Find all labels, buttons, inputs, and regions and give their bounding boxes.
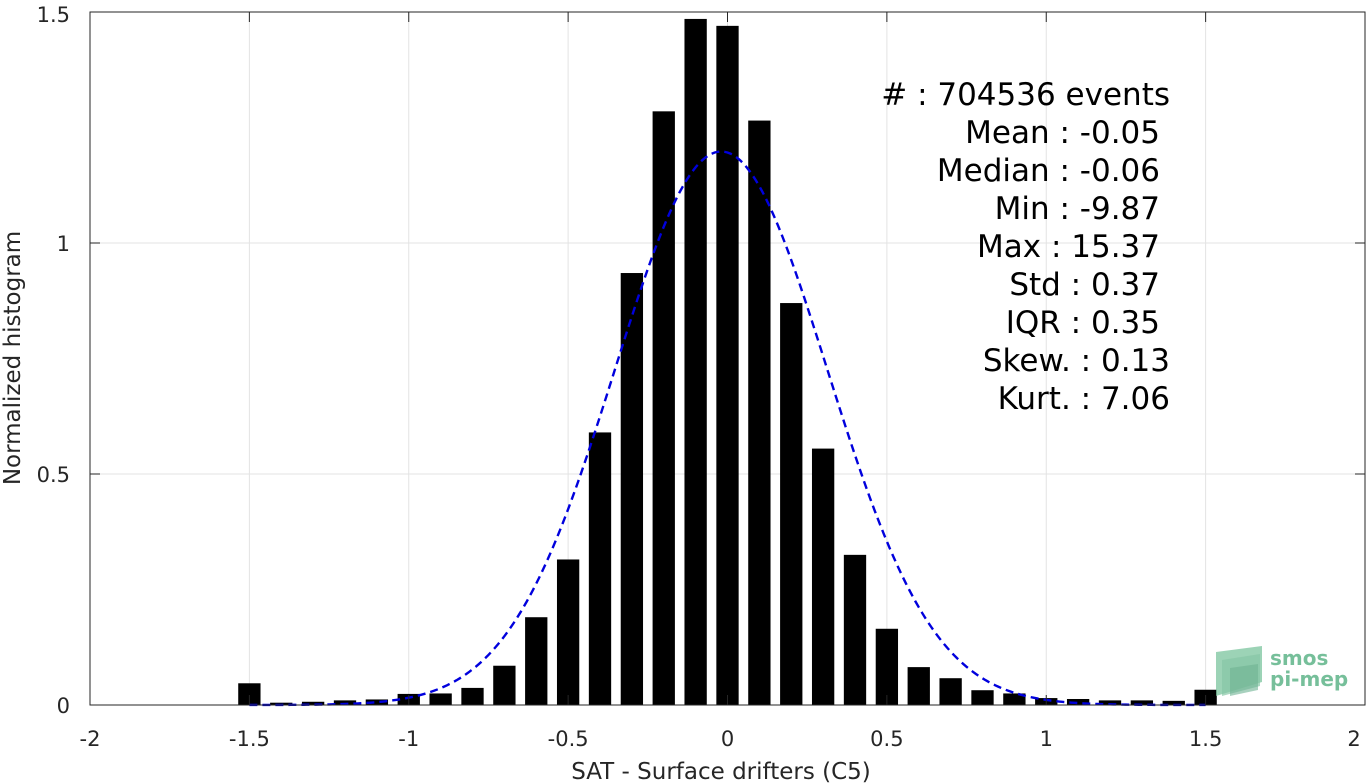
x-tick-label: 0 <box>721 727 734 751</box>
histogram-bar <box>493 665 516 705</box>
histogram-bar <box>652 111 675 705</box>
x-tick-label: 1.5 <box>1189 727 1222 751</box>
logo-mark-icon <box>1216 646 1262 696</box>
histogram-bar <box>939 678 962 705</box>
stats-line: Skew. : 0.13 <box>983 343 1170 379</box>
x-axis-label: SAT - Surface drifters (C5) <box>571 759 871 784</box>
histogram-bar <box>238 683 261 705</box>
x-tick-label: -2 <box>80 727 101 751</box>
x-tick-label: -1.5 <box>229 727 270 751</box>
histogram-bar <box>525 617 548 705</box>
stats-line: # : 704536 events <box>881 77 1170 113</box>
histogram-bar <box>1003 693 1026 705</box>
histogram-bar <box>811 448 835 705</box>
histogram-bar <box>907 667 930 705</box>
x-tick-label: -0.5 <box>548 727 589 751</box>
histogram-bar <box>716 25 739 706</box>
y-tick-label: 0 <box>57 694 70 718</box>
stats-line: Mean : -0.05 <box>965 115 1160 151</box>
x-tick-label: 0.5 <box>870 727 903 751</box>
stats-line: Std : 0.37 <box>1009 267 1160 303</box>
stats-line: Max : 15.37 <box>977 229 1160 265</box>
histogram-bar <box>1130 700 1154 705</box>
y-tick-label: 0.5 <box>37 463 70 487</box>
logo-text-smos: smos <box>1270 646 1328 670</box>
histogram-bar <box>620 273 644 705</box>
histogram-bar <box>748 120 771 705</box>
x-tick-label: 2 <box>1347 727 1360 751</box>
stats-line: Kurt. : 7.06 <box>998 381 1170 417</box>
y-tick-label: 1 <box>57 232 70 256</box>
histogram-bar <box>875 628 899 705</box>
y-tick-labels: 0 0.5 1 1.5 <box>37 3 70 718</box>
stats-line: Median : -0.06 <box>937 153 1160 189</box>
histogram-bar <box>780 303 803 705</box>
histogram-bar <box>588 432 612 705</box>
histogram-bar <box>684 18 707 706</box>
logo-text-pi-mep: pi-mep <box>1270 667 1348 691</box>
histogram-bars <box>238 18 1217 706</box>
histogram-bar <box>461 687 484 705</box>
stats-line: IQR : 0.35 <box>1006 305 1160 341</box>
histogram-bar <box>556 559 580 705</box>
y-tick-label: 1.5 <box>37 3 70 27</box>
axis-ticks <box>89 11 1366 706</box>
x-tick-label: -1 <box>398 727 419 751</box>
histogram-bar <box>1066 698 1090 705</box>
histogram-bar <box>365 699 389 705</box>
stats-line: Min : -9.87 <box>995 191 1160 227</box>
histogram-bar <box>333 700 357 705</box>
x-tick-labels: -2 -1.5 -1 -0.5 0 0.5 1 1.5 2 <box>80 727 1361 751</box>
histogram-bar <box>1098 700 1122 705</box>
histogram-bar <box>1162 700 1185 705</box>
y-axis-label: Normalized histogram <box>0 231 26 485</box>
histogram-bar <box>301 701 325 705</box>
x-tick-label: 1 <box>1040 727 1053 751</box>
histogram-bar <box>971 690 994 705</box>
histogram-bar <box>429 693 452 705</box>
smos-pi-mep-logo: smos pi-mep <box>1216 646 1348 696</box>
histogram-bar <box>843 554 867 705</box>
